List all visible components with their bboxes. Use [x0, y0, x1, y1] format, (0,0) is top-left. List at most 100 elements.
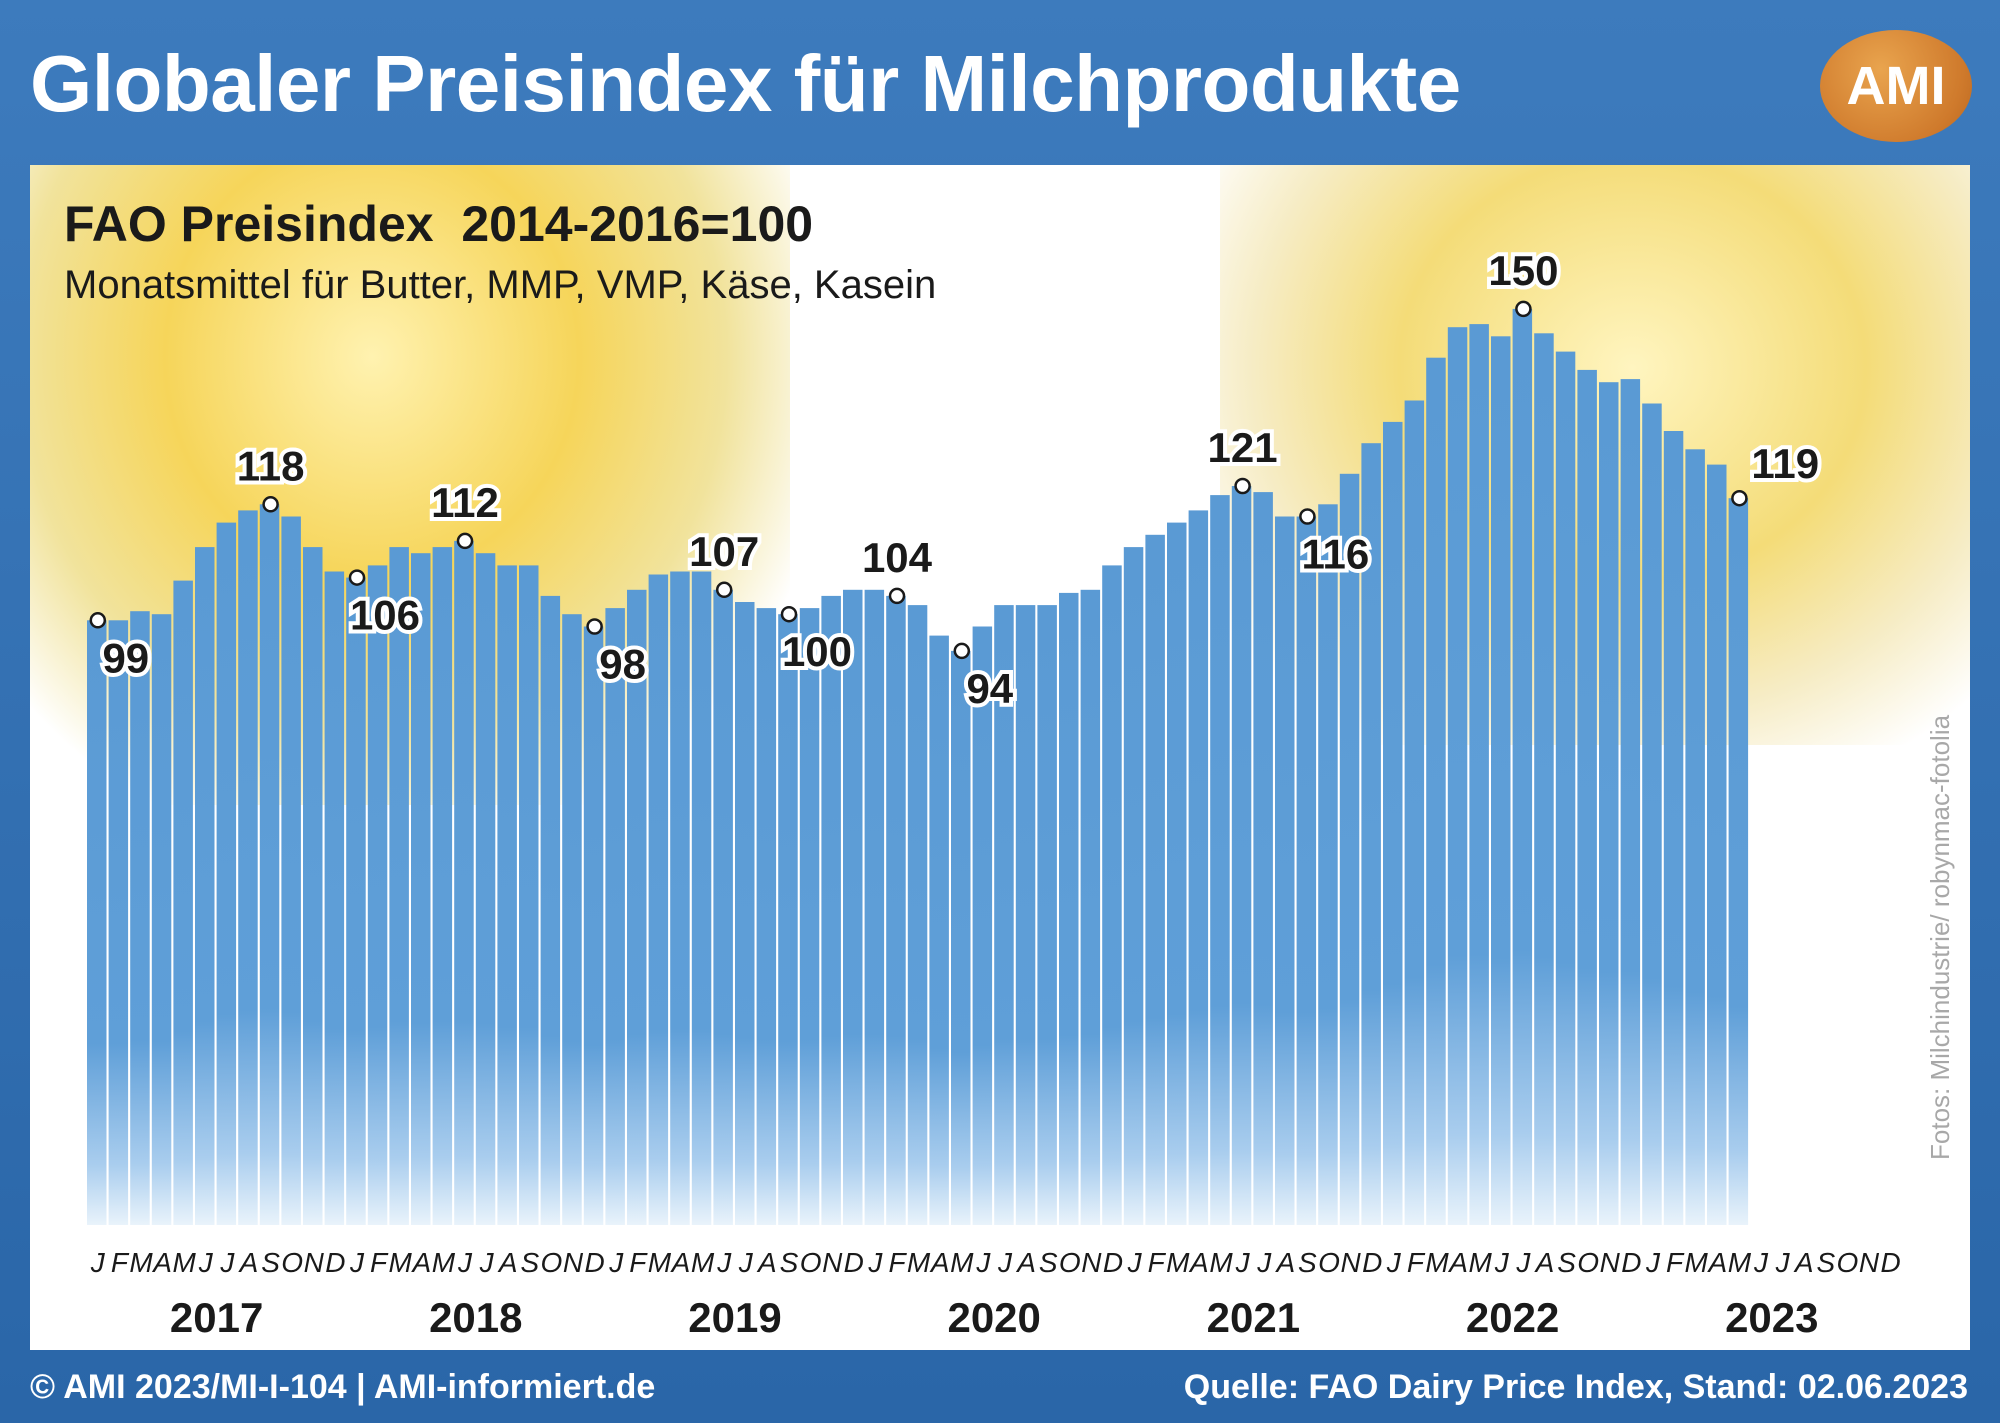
- bar: [1599, 382, 1619, 1225]
- month-tick-label: O: [1837, 1247, 1859, 1278]
- point-marker: [586, 618, 603, 635]
- month-tick-label: J: [90, 1247, 106, 1278]
- month-tick-label: J: [738, 1247, 754, 1278]
- month-tick-label: D: [844, 1247, 864, 1278]
- month-tick-label: S: [1298, 1247, 1317, 1278]
- bar: [1015, 605, 1036, 1225]
- bar: [259, 504, 280, 1225]
- footer-copyright: © AMI 2023/MI-I-104 | AMI-informiert.de: [30, 1368, 656, 1406]
- bar: [108, 620, 129, 1225]
- month-tick-label: N: [304, 1247, 325, 1278]
- month-tick-label: F: [111, 1247, 130, 1278]
- month-tick-label: F: [629, 1247, 648, 1278]
- month-tick-label: A: [1274, 1247, 1295, 1278]
- bar: [1663, 431, 1684, 1225]
- year-axis: 2017 2018 2019 2020 2021 2022 2023: [170, 1294, 1819, 1341]
- bar: [778, 614, 798, 1225]
- month-tick-label: J: [608, 1247, 624, 1278]
- bar: [1123, 547, 1144, 1225]
- point-marker: [348, 569, 366, 586]
- bar: [195, 547, 215, 1225]
- month-tick-label: A: [1793, 1247, 1814, 1278]
- month-tick-label: A: [1447, 1247, 1468, 1278]
- month-tick-label: J: [1753, 1247, 1769, 1278]
- bar: [1707, 464, 1727, 1226]
- month-tick-label: O: [281, 1247, 303, 1278]
- month-tick-label: N: [1600, 1247, 1621, 1278]
- bar: [1383, 421, 1403, 1225]
- page-title: Globaler Preisindex für Milchprodukte: [30, 39, 1461, 128]
- month-tick-label: J: [198, 1247, 214, 1278]
- month-tick-label: J: [457, 1247, 473, 1278]
- point-marker: [780, 605, 798, 623]
- bar: [1447, 327, 1468, 1225]
- bar: [1296, 516, 1317, 1225]
- bar: [432, 547, 453, 1225]
- month-tick-label: M: [1425, 1247, 1449, 1278]
- data-label: 107: [689, 528, 759, 575]
- data-label: 112: [431, 479, 499, 526]
- bar-series: [87, 308, 1749, 1226]
- month-tick-label: M: [389, 1247, 413, 1278]
- month-tick-label: D: [584, 1247, 604, 1278]
- data-label: 94: [966, 665, 1013, 712]
- bar: [411, 553, 431, 1225]
- data-label: 100: [782, 628, 852, 675]
- year-tick-label: 2023: [1725, 1294, 1818, 1341]
- bar: [1512, 308, 1533, 1225]
- month-tick-label: D: [1880, 1247, 1900, 1278]
- month-tick-label: A: [410, 1247, 431, 1278]
- month-tick-label: A: [929, 1247, 950, 1278]
- bar: [821, 595, 841, 1225]
- bar: [1620, 379, 1641, 1226]
- month-tick-label: J: [1256, 1247, 1272, 1278]
- data-label: 119: [1751, 440, 1819, 487]
- bar: [1037, 605, 1057, 1225]
- data-label: 98: [599, 641, 646, 688]
- month-tick-label: D: [1103, 1247, 1123, 1278]
- bar: [454, 540, 474, 1225]
- bar: [713, 589, 733, 1225]
- month-tick-label: A: [238, 1247, 259, 1278]
- year-tick-label: 2018: [429, 1294, 522, 1341]
- month-tick-label: A: [1706, 1247, 1727, 1278]
- month-tick-label: M: [129, 1247, 153, 1278]
- month-tick-label: J: [1775, 1247, 1791, 1278]
- point-marker: [456, 532, 474, 550]
- month-tick-label: S: [1557, 1247, 1576, 1278]
- bar: [1318, 504, 1338, 1225]
- month-tick-label: N: [822, 1247, 843, 1278]
- bar: [216, 522, 237, 1225]
- bar: [583, 626, 604, 1225]
- footer-source: Quelle: FAO Dairy Price Index, Stand: 02…: [1183, 1368, 1968, 1406]
- month-tick-label: N: [563, 1247, 584, 1278]
- bar: [1080, 589, 1101, 1225]
- month-tick-label: F: [888, 1247, 907, 1278]
- month-tick-label: M: [173, 1247, 197, 1278]
- month-tick-label: M: [1685, 1247, 1709, 1278]
- month-tick-label: J: [1235, 1247, 1251, 1278]
- bar: [238, 510, 258, 1225]
- ami-logo: AMI: [1820, 30, 1972, 142]
- bar: [497, 565, 517, 1225]
- bar: [691, 571, 712, 1225]
- bar: [929, 635, 949, 1225]
- bar: [173, 580, 193, 1225]
- month-tick-label: A: [1015, 1247, 1036, 1278]
- month-tick-label: M: [1209, 1247, 1233, 1278]
- bar: [1685, 449, 1705, 1225]
- bar: [303, 547, 323, 1225]
- bar: [1145, 534, 1165, 1225]
- bar: [1577, 369, 1597, 1225]
- bar: [389, 547, 409, 1225]
- data-label: 121: [1208, 424, 1278, 471]
- month-tick-label: S: [780, 1247, 799, 1278]
- bar: [1339, 473, 1360, 1225]
- month-tick-label: J: [1494, 1247, 1510, 1278]
- month-tick-label: S: [261, 1247, 280, 1278]
- month-tick-label: S: [520, 1247, 539, 1278]
